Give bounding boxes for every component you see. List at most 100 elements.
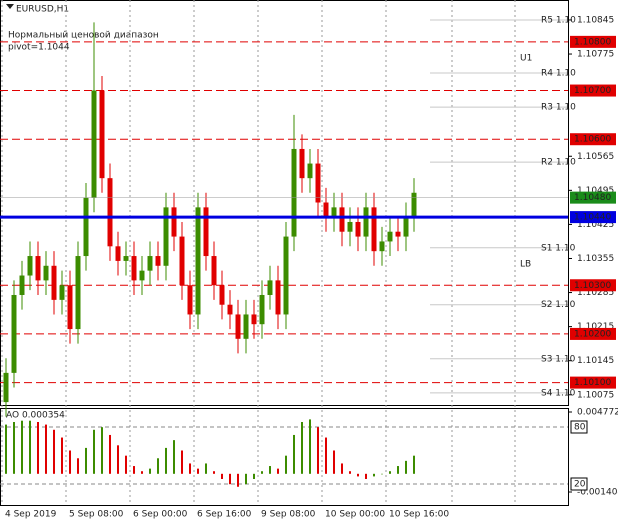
price-tag <box>570 133 616 146</box>
price-tag-label: 1.10800 <box>574 37 611 47</box>
ao-bar <box>221 473 223 479</box>
ao-bar <box>381 473 383 475</box>
y-tick-label: 1.10075 <box>577 390 614 400</box>
y-tick-label: 1.10285 <box>577 288 614 298</box>
ao-bar <box>77 458 79 474</box>
ao-bar <box>357 473 359 477</box>
candle-body <box>203 207 209 257</box>
ao-bar <box>117 445 119 474</box>
candle-body <box>323 202 329 218</box>
y-tick-label: 1.10565 <box>577 152 614 162</box>
y-tick-label: 1.10495 <box>577 186 614 196</box>
ao-bar <box>29 420 31 474</box>
candle-body <box>43 265 49 281</box>
ao-bar <box>333 450 335 474</box>
candle-body <box>19 275 25 295</box>
ao-bar <box>109 434 111 474</box>
price-tag-label: 1.10700 <box>574 86 611 96</box>
price-tag <box>570 35 616 48</box>
y-tick-label: 1.10845 <box>577 15 614 25</box>
candle-body <box>347 221 353 232</box>
price-tag <box>570 327 616 340</box>
ao-bar <box>317 427 319 474</box>
candle-body <box>387 231 393 242</box>
y-tick-label: -0.001404 <box>577 487 618 497</box>
symbol-icon <box>6 4 14 9</box>
pivot-level-label: R4 1.10 <box>541 69 576 79</box>
ao-bar <box>373 473 375 477</box>
ao-bar <box>269 466 271 474</box>
ao-bar <box>93 429 95 474</box>
candle-body <box>171 207 177 237</box>
ao-bar <box>149 468 151 474</box>
candle-body <box>363 207 369 237</box>
ao-bar <box>293 434 295 474</box>
band-label: U1 <box>520 54 532 64</box>
price-tag <box>570 211 616 224</box>
ao-bar <box>389 471 391 474</box>
x-tick-label: 5 Sep 08:00 <box>69 510 124 520</box>
ao-bar <box>405 460 407 474</box>
ao-bar <box>53 429 55 474</box>
candle-body <box>75 256 81 330</box>
candle-body <box>243 314 249 339</box>
ao-bar <box>349 471 351 474</box>
pivot-level-label: R2 1.10 <box>541 158 576 168</box>
price-tag-label: 1.10300 <box>574 281 611 291</box>
candle-body <box>51 265 57 300</box>
candle-body <box>395 231 401 237</box>
x-tick-label: 6 Sep 16:00 <box>197 510 252 520</box>
y-tick-label: 1.10355 <box>577 254 614 264</box>
pivot-level-label: S2 1.10 <box>541 300 576 310</box>
x-tick-label: 10 Sep 00:00 <box>325 510 385 520</box>
candle-body <box>315 163 321 203</box>
candle-body <box>291 148 297 237</box>
candle-body <box>139 270 145 281</box>
ao-bar <box>197 468 199 474</box>
ao-bar <box>5 424 7 474</box>
candle-body <box>11 294 17 373</box>
ao-bar <box>45 424 47 474</box>
candle-body <box>411 192 417 218</box>
candle-body <box>267 280 273 295</box>
price-tag <box>570 376 616 389</box>
candle-body <box>251 314 257 325</box>
candle-body <box>339 207 345 232</box>
candle-body <box>3 372 9 403</box>
level-box <box>570 477 588 491</box>
ao-bar <box>205 463 207 474</box>
price-tag <box>570 84 616 97</box>
price-tag <box>570 279 616 292</box>
ao-bar <box>341 463 343 474</box>
ao-bar <box>101 427 103 474</box>
candle-body <box>67 285 73 330</box>
ao-bar <box>189 463 191 474</box>
ao-bar <box>37 422 39 474</box>
ao-bar <box>141 471 143 474</box>
ao-bar <box>13 422 15 474</box>
candle-body <box>211 256 217 286</box>
price-tag <box>570 191 616 204</box>
y-tick-label: 1.10775 <box>577 50 614 60</box>
ao-bar <box>133 466 135 474</box>
ao-bar <box>237 473 239 487</box>
candle-body <box>187 285 193 315</box>
ao-bar <box>69 450 71 474</box>
level-box <box>570 420 588 434</box>
pivot-note: pivot=1.1044 <box>8 43 70 53</box>
candle-body <box>35 256 41 281</box>
ao-bar <box>285 455 287 474</box>
ao-bar <box>309 419 311 474</box>
ao-bar <box>397 466 399 474</box>
ao-bar <box>229 473 231 485</box>
candle-body <box>403 217 409 237</box>
candle-body <box>99 90 105 179</box>
x-tick-label: 4 Sep 2019 <box>5 510 57 520</box>
ao-bar <box>181 450 183 474</box>
pivot-level-label: S1 1.10 <box>541 243 576 253</box>
ao-bar <box>325 437 327 474</box>
ao-bar <box>165 447 167 474</box>
y-tick-label: 1.10215 <box>577 322 614 332</box>
candle-body <box>155 256 161 266</box>
ao-bar <box>365 473 367 479</box>
